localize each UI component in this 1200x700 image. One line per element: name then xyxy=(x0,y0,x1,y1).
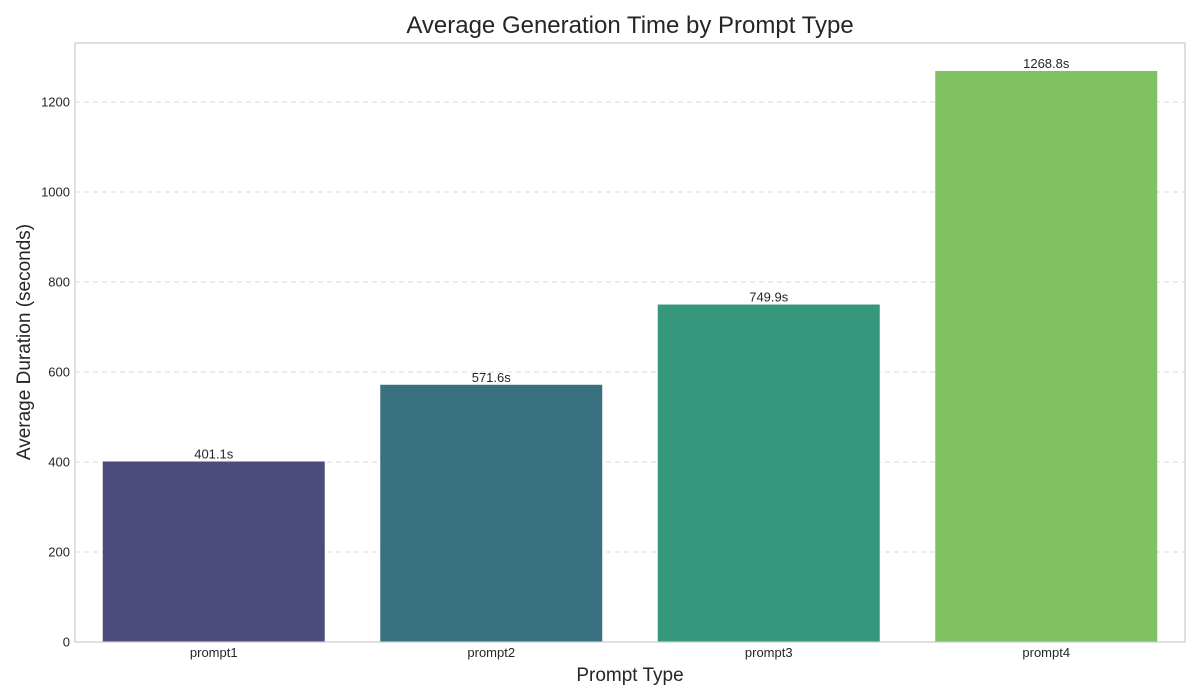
x-tick-label: prompt4 xyxy=(1022,645,1070,660)
y-tick-label: 1000 xyxy=(41,184,70,199)
y-tick-label: 400 xyxy=(48,454,70,469)
y-tick-label: 200 xyxy=(48,544,70,559)
y-tick-label: 800 xyxy=(48,274,70,289)
bar-value-label: 749.9s xyxy=(749,290,789,305)
bar-value-label: 401.1s xyxy=(194,446,234,461)
bar-prompt4 xyxy=(935,71,1158,642)
y-tick-label: 1200 xyxy=(41,94,70,109)
x-axis-label: Prompt Type xyxy=(576,665,683,686)
bar-prompt2 xyxy=(380,384,603,642)
x-tick-label: prompt3 xyxy=(745,645,793,660)
y-tick-label: 0 xyxy=(63,635,70,650)
bar-value-label: 571.6s xyxy=(472,370,512,385)
x-axis-ticks: prompt1 prompt2 prompt3 prompt4 xyxy=(190,645,1070,660)
chart-title: Average Generation Time by Prompt Type xyxy=(406,12,853,39)
data-labels: 401.1s 571.6s 749.9s 1268.8s xyxy=(194,56,1070,461)
bar-prompt3 xyxy=(657,304,880,642)
y-axis-label: Average Duration (seconds) xyxy=(14,224,35,460)
x-tick-label: prompt1 xyxy=(190,645,238,660)
plot-frame xyxy=(74,42,1186,643)
y-tick-label: 600 xyxy=(48,364,70,379)
bar-prompt1 xyxy=(102,461,325,642)
y-axis-ticks: 0 200 400 600 800 1000 1200 xyxy=(41,94,70,649)
x-tick-label: prompt2 xyxy=(467,645,515,660)
bars xyxy=(102,71,1158,642)
bar-value-label: 1268.8s xyxy=(1023,56,1070,71)
